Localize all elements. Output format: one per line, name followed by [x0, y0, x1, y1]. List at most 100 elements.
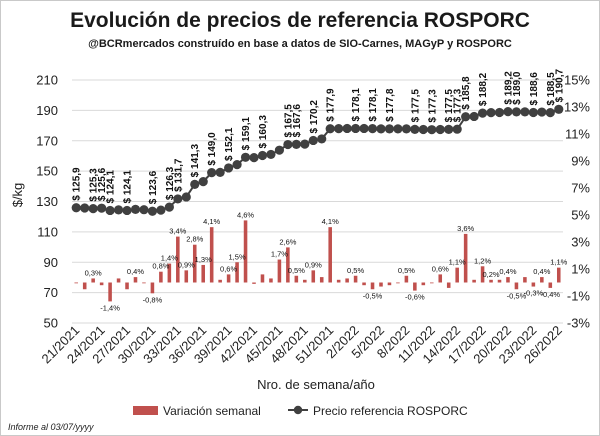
- price-point: [410, 124, 420, 134]
- y-axis-label: $/kg: [10, 183, 25, 208]
- variation-label: 4,1%: [203, 217, 220, 226]
- variation-bar: [167, 263, 172, 283]
- y-axis-left-ticks: 50 70 90 110 130 150 170 190 210: [36, 73, 58, 331]
- variation-label: 0,6%: [432, 264, 449, 273]
- price-point: [215, 167, 225, 177]
- price-label: $ 124,1: [123, 170, 134, 204]
- price-point: [122, 205, 132, 216]
- price-point: [537, 107, 547, 117]
- variation-label: 3,6%: [457, 224, 474, 233]
- variation-bar: [209, 227, 214, 283]
- y-tick-label: 90: [44, 255, 58, 270]
- report-date: Informe al 03/07/yyyy: [8, 422, 94, 432]
- price-point: [173, 194, 183, 204]
- variation-label: 0,9%: [305, 260, 322, 269]
- variation-bar: [480, 266, 485, 283]
- y2-tick-label: 7%: [571, 181, 590, 196]
- price-point: [97, 203, 107, 213]
- y2-tick-label: 13%: [564, 100, 590, 115]
- price-point: [494, 107, 505, 118]
- y2-tick-label: 15%: [564, 73, 590, 88]
- variation-label: 0,3%: [85, 268, 102, 277]
- price-label: $ 178,1: [351, 88, 362, 122]
- price-point: [257, 150, 268, 161]
- variation-bar: [548, 282, 553, 288]
- price-point: [486, 108, 496, 118]
- price-point: [545, 108, 555, 118]
- price-point: [308, 135, 318, 146]
- price-point: [156, 205, 166, 215]
- variation-label: 1,2%: [474, 256, 491, 265]
- y-tick-label: 150: [36, 164, 58, 179]
- price-point: [300, 139, 310, 149]
- variation-bar: [277, 259, 282, 283]
- price-point: [469, 111, 479, 122]
- variation-label: -0,3%: [524, 289, 544, 298]
- variation-bar: [150, 282, 155, 294]
- x-axis-ticks: 21/202124/202127/202130/202133/202136/20…: [39, 323, 565, 367]
- price-label: $ 189,2: [503, 71, 514, 105]
- price-label: $ 152,1: [224, 127, 235, 161]
- price-point: [291, 139, 301, 149]
- variation-bar: [218, 279, 222, 283]
- y-tick-label: 50: [44, 316, 58, 331]
- variation-bar: [396, 282, 400, 284]
- variation-bar: [379, 282, 383, 287]
- price-point: [113, 205, 124, 215]
- variation-bars: [74, 220, 561, 302]
- variation-bar: [159, 271, 163, 283]
- price-point: [317, 134, 327, 144]
- variation-label: 3,4%: [169, 227, 186, 236]
- price-label: $ 125,6: [97, 167, 108, 201]
- variation-bar: [362, 282, 366, 286]
- price-label: $ 188,6: [529, 72, 540, 106]
- variation-bar: [311, 270, 316, 283]
- price-point: [224, 163, 234, 173]
- price-point: [147, 206, 158, 216]
- price-point: [283, 139, 293, 150]
- variation-bar: [497, 279, 502, 283]
- variation-bar: [176, 236, 180, 283]
- variation-bar: [74, 282, 79, 284]
- price-label: $ 124,1: [106, 170, 117, 204]
- y2-tick-label: 9%: [571, 154, 590, 169]
- variation-bar: [99, 282, 104, 286]
- y-tick-label: 70: [44, 285, 58, 300]
- variation-bar: [353, 275, 358, 283]
- gridlines: [72, 79, 563, 324]
- variation-label: 0,9%: [178, 260, 195, 269]
- price-label: $ 170,2: [309, 100, 320, 134]
- variation-bar: [404, 275, 409, 283]
- price-point: [249, 153, 259, 163]
- variation-bar: [438, 274, 443, 283]
- variation-bar: [413, 282, 417, 291]
- variation-label: 1,3%: [195, 255, 212, 264]
- chart-title: Evolución de precios de referencia ROSPO…: [70, 9, 530, 32]
- variation-label: 2,8%: [186, 235, 203, 244]
- price-point: [164, 202, 174, 212]
- y2-tick-label: -3%: [567, 316, 591, 331]
- variation-bar: [201, 264, 205, 283]
- price-point: [418, 124, 428, 135]
- variation-bar: [540, 277, 544, 283]
- price-point: [130, 204, 141, 214]
- variation-label: 0,6%: [220, 264, 237, 273]
- variation-bar: [370, 282, 375, 290]
- price-point: [350, 123, 361, 134]
- price-point: [427, 125, 437, 135]
- variation-label: -0,4%: [541, 290, 561, 299]
- price-label: $ 177,5: [410, 89, 421, 123]
- variation-label: 0,2%: [482, 270, 499, 279]
- price-label: $ 188,2: [478, 72, 489, 106]
- price-labels: $ 125,9 $ 125,3$ 125,6$ 124,1 $ 124,1 $ 123…: [72, 69, 566, 205]
- variation-bar: [446, 282, 451, 288]
- variation-bar: [531, 282, 536, 287]
- y-axis-right-ticks: -3% -1% 1% 3% 5% 7% 9% 11% 13% 15%: [564, 73, 590, 331]
- variation-bar: [514, 282, 519, 290]
- variation-bar: [269, 278, 273, 283]
- price-point: [452, 124, 462, 134]
- y2-tick-label: 11%: [565, 127, 590, 142]
- legend-bar-swatch: [133, 406, 158, 415]
- variation-bar: [294, 275, 299, 283]
